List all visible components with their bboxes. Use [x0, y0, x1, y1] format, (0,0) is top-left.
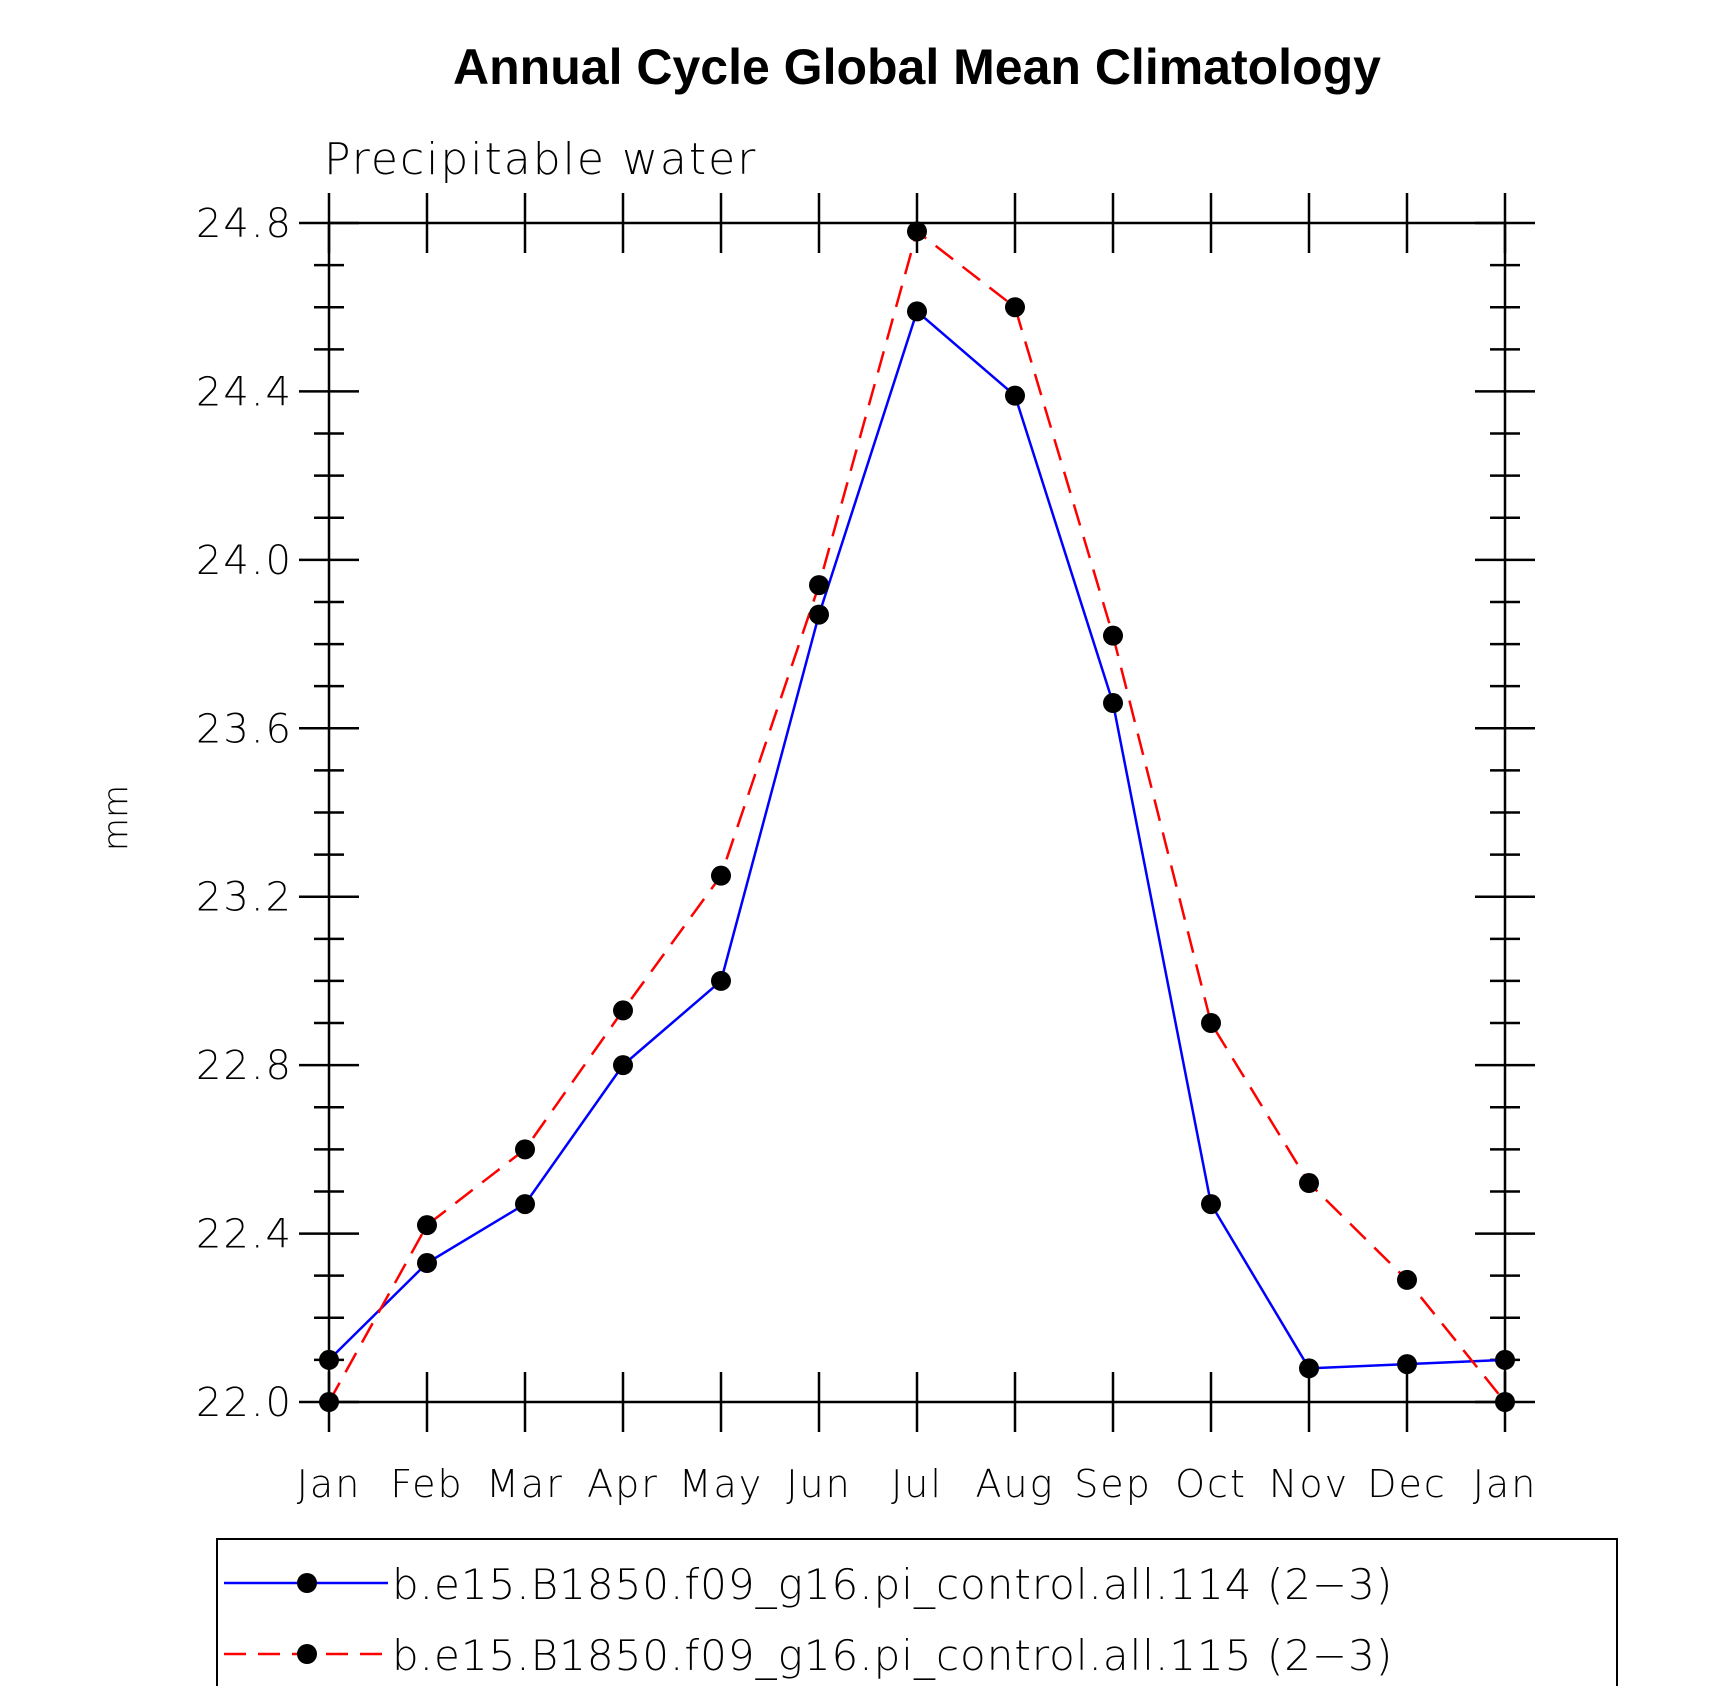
series-2-point [1103, 625, 1123, 646]
series-1-point [907, 301, 927, 322]
x-tick-label: Feb [390, 1462, 463, 1506]
series-1-point [515, 1194, 535, 1215]
series-1-point [417, 1253, 437, 1274]
legend-marker-1 [297, 1573, 317, 1593]
x-tick-label: Aug [976, 1462, 1055, 1506]
x-tick-label: Nov [1269, 1462, 1349, 1506]
x-tick-label: Dec [1367, 1462, 1447, 1506]
series-2-point [1397, 1269, 1417, 1290]
x-tick-label: Oct [1175, 1462, 1247, 1506]
legend-marker-2 [297, 1644, 317, 1664]
series-2-point [1299, 1173, 1319, 1194]
chart-title: Annual Cycle Global Mean Climatology [453, 39, 1381, 95]
x-tick-label: Jun [786, 1462, 851, 1506]
series-line-1 [328, 309, 1506, 1370]
x-tick-label: Mar [486, 1462, 564, 1506]
x-tick-label: Sep [1074, 1462, 1152, 1506]
y-axis-label: mm [96, 785, 136, 851]
legend-label-1: b.e15.B1850.f09_g16.pi_control.all.114 (… [392, 1560, 1393, 1609]
y-tick-label: 22.0 [196, 1380, 293, 1426]
plot-frame [327, 221, 1507, 1404]
chart-subtitle: Precipitable water [324, 134, 757, 185]
series-2-point [1005, 297, 1025, 318]
y-tick-label: 24.8 [196, 201, 293, 247]
legend: b.e15.B1850.f09_g16.pi_control.all.114 (… [216, 1538, 1618, 1686]
series-2-point [809, 575, 829, 596]
y-tick-label: 23.6 [196, 706, 293, 752]
series-1-point [1397, 1354, 1417, 1375]
series-1-point [1103, 693, 1123, 714]
series-2-point [613, 1000, 633, 1021]
series-1-point [613, 1055, 633, 1076]
series-1-point [1201, 1194, 1221, 1215]
series-2-point [515, 1139, 535, 1160]
y-tick-labels: 22.0 22.4 22.8 23.2 23.6 24.0 24.4 24.8 [196, 201, 293, 1426]
y-tick-label: 24.0 [196, 538, 293, 584]
series-1-point [711, 970, 731, 991]
x-tick-label: Jan [1473, 1462, 1538, 1506]
y-tick-label: 24.4 [196, 369, 293, 415]
series-2-point [907, 221, 927, 242]
y-tick-label: 23.2 [196, 875, 293, 921]
x-tick-label: Jul [891, 1462, 943, 1506]
x-tick-label: Jan [297, 1462, 362, 1506]
legend-box [216, 1538, 1618, 1686]
series-2-point [1201, 1013, 1221, 1034]
series-2-point [711, 865, 731, 886]
x-tick-label: May [679, 1462, 764, 1506]
series-1-point [809, 604, 829, 625]
y-tick-label: 22.4 [196, 1212, 293, 1258]
legend-label-2: b.e15.B1850.f09_g16.pi_control.all.115 (… [392, 1631, 1393, 1680]
x-tick-label: Apr [587, 1462, 659, 1506]
axis-ticks [299, 193, 1535, 1432]
x-tick-labels: Jan Feb Mar Apr May Jun Jul Aug Sep Oct Nov Dec Jan [297, 1462, 1538, 1506]
series-2-point [417, 1215, 437, 1236]
y-tick-label: 22.8 [196, 1043, 293, 1089]
series-1-point [1005, 385, 1025, 406]
series-layer [319, 221, 1515, 1412]
legend-entries: b.e15.B1850.f09_g16.pi_control.all.114 (… [224, 1560, 1393, 1680]
series-1-point [1299, 1358, 1319, 1379]
series-line-2 [327, 229, 1506, 1403]
